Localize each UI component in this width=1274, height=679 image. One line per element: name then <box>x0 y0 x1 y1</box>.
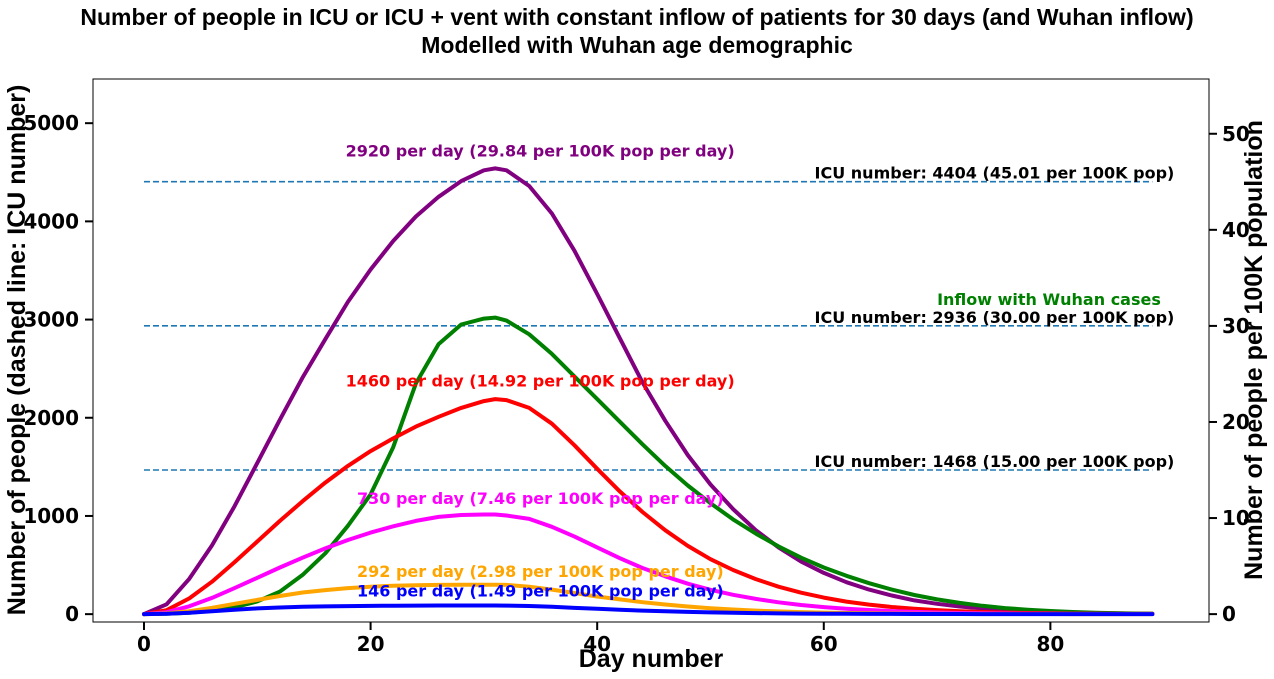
icu-line-label-1468: ICU number: 1468 (15.00 per 100K pop) <box>815 452 1175 471</box>
icu-line-label-4404: ICU number: 4404 (45.01 per 100K pop) <box>815 164 1175 183</box>
icu-line-label-2936: ICU number: 2936 (30.00 per 100K pop) <box>815 308 1175 327</box>
chart-title: Number of people in ICU or ICU + vent wi… <box>80 4 1194 30</box>
plot-area-frame <box>92 78 1210 623</box>
y-tick-label: 3000 <box>23 308 79 332</box>
annotations: 2920 per day (29.84 per 100K pop per day… <box>346 142 1161 601</box>
series-lines <box>142 166 1155 617</box>
y-right-tick-label: 30 <box>1222 314 1250 338</box>
series-line-inflow-with-wuhan-cases <box>142 315 1155 617</box>
icu-threshold-lines: ICU number: 4404 (45.01 per 100K pop) ICU… <box>143 164 1175 471</box>
y-right-axis-label: Number of people per 100K population <box>1240 120 1268 580</box>
series-line-2920-per-day-29-84-per-100k-pop-per-day <box>142 166 1155 617</box>
y-right-tick-label: 0 <box>1222 602 1236 626</box>
annotation-1460-per-day-14-92-per-100k-pop-per-day: 1460 per day (14.92 per 100K pop per day… <box>346 371 735 390</box>
annotation-inflow-with-wuhan-cases: Inflow with Wuhan cases <box>937 290 1161 309</box>
chart-subtitle: Modelled with Wuhan age demographic <box>421 32 853 58</box>
x-tick-label: 80 <box>1036 632 1064 656</box>
annotation-292-per-day-2-98-per-100k-pop-per-day: 292 per day (2.98 per 100K pop per day) <box>357 562 724 581</box>
y-tick-label: 5000 <box>23 111 79 135</box>
x-axis-label: Day number <box>579 645 724 673</box>
x-tick-label: 0 <box>137 632 151 656</box>
y-right-tick-label: 40 <box>1222 218 1250 242</box>
y-tick-label: 1000 <box>23 504 79 528</box>
y-tick-label: 0 <box>65 602 79 626</box>
annotation-2920-per-day-29-84-per-100k-pop-per-day: 2920 per day (29.84 per 100K pop per day… <box>346 142 735 161</box>
annotation-730-per-day-7-46-per-100k-pop-per-day: 730 per day (7.46 per 100K pop per day) <box>357 489 724 508</box>
x-axis-ticks: 0 20 40 60 80 <box>137 622 1064 656</box>
y-axis-ticks: 0 1000 2000 3000 4000 5000 <box>23 111 93 626</box>
y-tick-label: 4000 <box>23 209 79 233</box>
x-tick-label: 40 <box>583 632 611 656</box>
x-tick-label: 60 <box>810 632 838 656</box>
y-tick-label: 2000 <box>23 406 79 430</box>
y-right-tick-label: 20 <box>1222 410 1250 434</box>
y-right-axis-ticks: 0 10 20 30 40 50 <box>1209 122 1250 626</box>
y-axis-label: Number of people (dashed line: ICU numbe… <box>3 85 31 616</box>
annotation-146-per-day-1-49-per-100k-pop-per-day: 146 per day (1.49 per 100K pop per day) <box>357 581 724 600</box>
y-right-tick-label: 50 <box>1222 122 1250 146</box>
series-line-146-per-day-1-49-per-100k-pop-per-day <box>142 603 1155 617</box>
x-tick-label: 20 <box>357 632 385 656</box>
y-right-tick-label: 10 <box>1222 506 1250 530</box>
